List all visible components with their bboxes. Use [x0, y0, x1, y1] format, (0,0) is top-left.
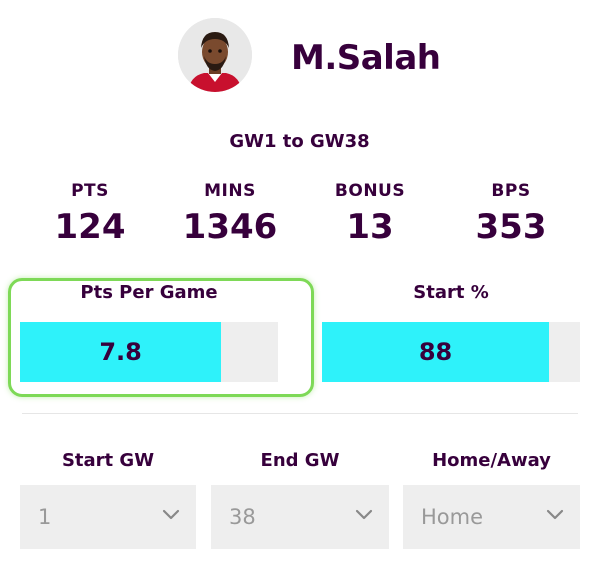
pts-per-game-value: 7.8: [99, 338, 142, 366]
player-name: M.Salah: [291, 38, 441, 78]
start-gw-select[interactable]: 1: [20, 485, 196, 549]
stat-value: 353: [475, 207, 547, 247]
player-avatar: [178, 18, 252, 92]
start-percent-fill: 88: [322, 322, 550, 382]
stat-label: BPS: [491, 181, 531, 201]
chevron-down-icon: [546, 509, 564, 520]
stat-bps: BPS 353: [441, 180, 581, 250]
start-percent-value: 88: [418, 338, 453, 366]
chevron-down-icon: [162, 509, 180, 520]
stat-value: 13: [346, 207, 394, 247]
end-gw-value: 38: [229, 505, 256, 529]
stat-value: 1346: [182, 207, 278, 247]
end-gw-label: End GW: [260, 450, 340, 471]
stat-label: MINS: [204, 181, 256, 201]
start-percent-bar: 88: [322, 322, 580, 382]
home-away-label: Home/Away: [432, 450, 551, 471]
stat-bonus: BONUS 13: [300, 180, 440, 250]
gameweek-range: GW1 to GW38: [229, 131, 370, 152]
end-gw-select[interactable]: 38: [211, 485, 389, 549]
stat-value: 124: [54, 207, 126, 247]
pts-per-game-highlight: [8, 278, 314, 397]
section-divider: [22, 413, 578, 414]
player-photo-icon: [178, 18, 252, 92]
pts-per-game-bar: 7.8: [20, 322, 278, 382]
start-percent-label: Start %: [413, 282, 489, 303]
home-away-value: Home: [421, 505, 484, 529]
stat-label: PTS: [71, 181, 109, 201]
start-gw-value: 1: [38, 505, 52, 529]
pts-per-game-label: Pts Per Game: [80, 282, 218, 303]
start-gw-label: Start GW: [61, 450, 155, 471]
stat-label: BONUS: [334, 181, 406, 201]
pts-per-game-fill: 7.8: [20, 322, 222, 382]
home-away-select[interactable]: Home: [403, 485, 580, 549]
stat-mins: MINS 1346: [160, 180, 300, 250]
chevron-down-icon: [355, 509, 373, 520]
stat-pts: PTS 124: [20, 180, 160, 250]
